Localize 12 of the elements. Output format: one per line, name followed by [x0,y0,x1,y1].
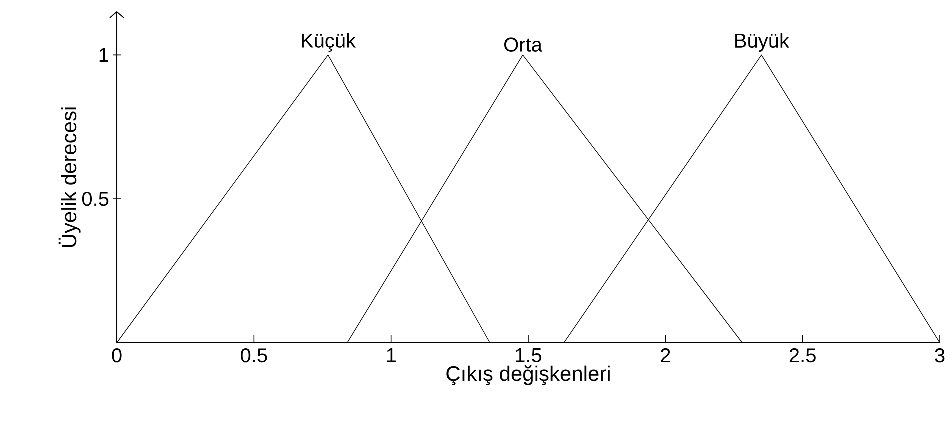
x-tick-label: 0 [112,348,122,363]
x-tick-label: 2 [661,348,670,362]
y-axis-title: Üyelik derecesi [58,108,81,248]
x-tick-label: 0.5 [241,348,268,363]
series-label: Orta [504,38,542,52]
x-tick-label: 1.5 [516,348,542,362]
x-tick-label: 1 [387,348,396,362]
x-axis-title: Çıkış değişkenleri [446,366,610,386]
series-label: Küçük [302,33,356,52]
x-tick-label: 2.5 [790,348,816,363]
series-label: Büyük [736,33,790,52]
x-tick-label: 3 [935,348,945,363]
